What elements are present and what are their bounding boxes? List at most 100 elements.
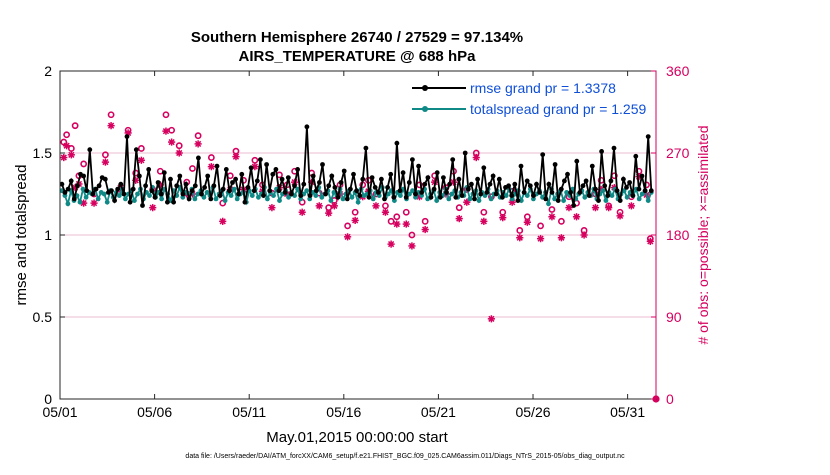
series-point-rmse [202,185,208,190]
obs-assimilated-point [137,156,145,164]
series-point-totalspread [410,188,415,194]
series-point-rmse [515,198,521,204]
series-point-rmse [450,157,456,163]
series-point-totalspread [355,199,361,205]
obs-assimilated-point [268,204,276,212]
series-point-rmse [270,171,276,177]
series-point-rmse [158,191,164,197]
series-point-rmse [183,181,189,187]
series-point-rmse [140,203,145,208]
series-point-rmse [518,163,524,169]
series-point-totalspread [95,196,101,202]
series-point-rmse [236,191,242,197]
series-point-rmse [410,157,415,163]
series-point-rmse [630,193,636,199]
series-point-rmse [648,188,654,194]
series-point-rmse [478,191,484,197]
series-point-rmse [84,188,90,194]
series-point-rmse [71,196,77,202]
series-point-rmse [465,186,471,192]
series-point-rmse [602,183,608,189]
x-tick-label: 05/16 [326,404,361,420]
series-point-totalspread [201,194,207,200]
series-point-rmse [546,181,552,187]
obs-assimilated-point [393,220,401,228]
series-point-totalspread [147,193,152,199]
series-point-rmse [220,186,226,192]
legend-label-totalspread: totalspread grand pr = 1.259 [470,101,647,117]
series-point-rmse [509,193,515,199]
series-point-rmse [437,194,443,200]
series-point-rmse [192,183,198,189]
y-axis-label-left: rmse and totalspread [13,165,30,306]
series-point-rmse [571,203,577,208]
legend: rmse grand pr = 1.3378 totalspread grand… [410,77,650,121]
series-point-rmse [62,190,68,195]
legend-marker-rmse [422,85,428,91]
obs-assimilated-point [605,204,613,212]
series-point-rmse [208,196,214,202]
y-right-tick-label: 360 [666,63,690,79]
series-point-totalspread [531,196,536,202]
series-point-totalspread [231,186,237,192]
legend-label-rmse: rmse grand pr = 1.3378 [470,80,616,96]
y-right-tick-label: 90 [666,309,682,325]
series-point-rmse [493,191,499,197]
legend-marker-totalspread [422,106,428,112]
obs-assimilated-point [90,199,98,207]
series-point-rmse [133,147,139,153]
series-point-rmse [540,152,546,158]
obs-assimilated-point [63,142,71,150]
series-point-totalspread [398,193,403,199]
series-point-rmse [490,173,496,179]
obs-possible-point [387,217,395,225]
series-point-rmse [323,191,328,197]
series-point-rmse [360,176,366,182]
series-point-rmse [639,173,645,179]
series-point-totalspread [546,201,551,207]
obs-assimilated-point [523,218,531,226]
series-point-rmse [112,198,117,204]
series-point-rmse [484,190,490,195]
obs-assimilated-point [298,208,306,216]
series-point-rmse [174,183,180,189]
obs-possible-point [102,151,109,159]
series-point-rmse [459,193,465,199]
series-point-rmse [586,193,592,199]
series-point-rmse [487,181,493,187]
series-point-rmse [617,198,623,204]
series-point-totalspread [271,193,276,199]
series-point-rmse [258,157,263,163]
series-point-rmse [186,196,192,202]
series-point-rmse [621,176,626,182]
series-point-totalspread [222,198,228,204]
series-point-totalspread [524,193,530,199]
series-point-rmse [304,124,310,130]
series-point-rmse [115,186,121,192]
series-point-rmse [102,176,108,182]
series-point-rmse [344,196,350,202]
series-point-rmse [87,147,93,153]
obs-assimilated-point [381,208,390,216]
series-point-rmse [332,185,338,190]
obs-possible-point [107,111,115,119]
obs-assimilated-point [175,149,183,157]
series-point-totalspread [636,196,642,202]
obs-possible-point [408,231,416,239]
series-point-rmse [273,167,279,172]
series-point-rmse [285,175,291,181]
series-point-rmse [326,183,332,189]
legend-box [410,77,650,121]
series-point-totalspread [503,193,509,199]
series-point-rmse [301,181,307,187]
series-point-rmse [453,194,459,200]
series-point-rmse [605,193,611,199]
series-point-totalspread [228,193,234,199]
series-point-rmse [338,180,344,185]
series-point-rmse [462,150,468,156]
series-point-totalspread [116,193,122,199]
obs-possible-point [194,132,202,140]
series-point-rmse [242,199,248,205]
series-point-totalspread [603,198,609,204]
series-point-rmse [419,190,425,195]
